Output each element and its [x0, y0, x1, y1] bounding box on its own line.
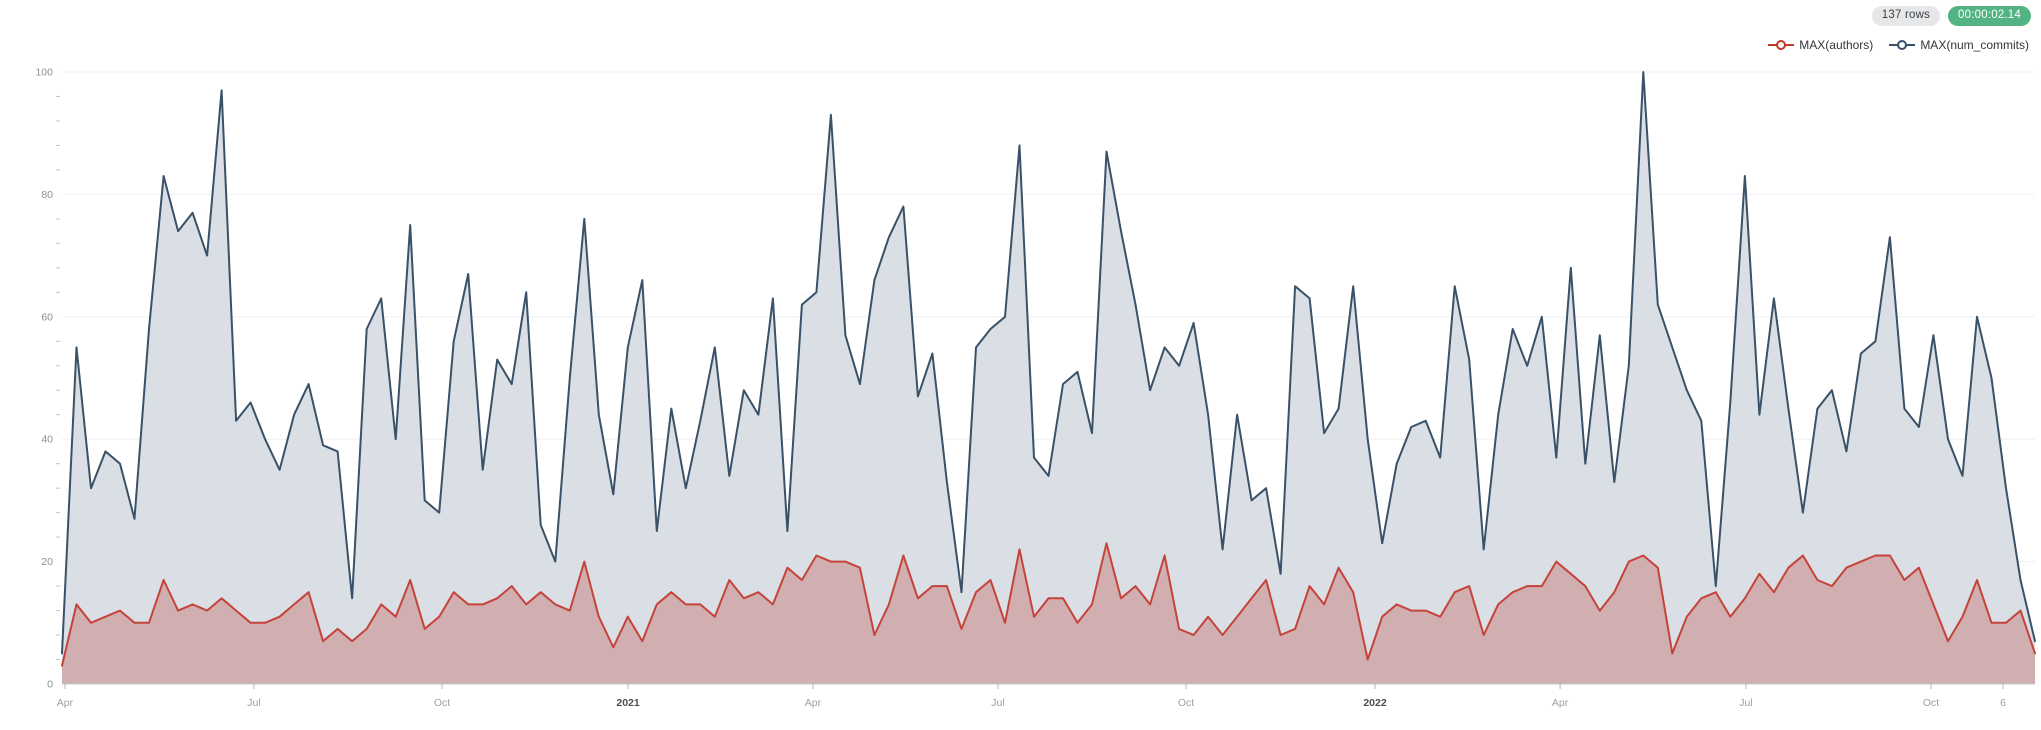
svg-text:Apr: Apr: [805, 697, 822, 709]
svg-text:Oct: Oct: [1178, 697, 1194, 709]
status-badge-row: 137 rows 00:00:02.14: [1871, 6, 2031, 26]
legend-item-max-num-commits[interactable]: MAX(num_commits): [1889, 38, 2029, 52]
svg-text:0: 0: [47, 679, 53, 691]
legend-marker-authors-icon: [1768, 40, 1795, 50]
query-time-badge: 00:00:02.14: [1948, 6, 2031, 26]
chart-legend: MAX(authors) MAX(num_commits): [1768, 38, 2029, 52]
svg-text:Oct: Oct: [1923, 697, 1939, 709]
svg-text:Jul: Jul: [247, 697, 260, 709]
legend-marker-commits-icon: [1889, 40, 1916, 50]
svg-text:40: 40: [41, 434, 53, 446]
row-count-badge: 137 rows: [1871, 6, 1941, 26]
svg-text:60: 60: [41, 311, 53, 323]
svg-text:Jul: Jul: [1739, 697, 1752, 709]
svg-text:Oct: Oct: [434, 697, 450, 709]
svg-text:Apr: Apr: [1552, 697, 1569, 709]
svg-text:2021: 2021: [616, 697, 640, 709]
svg-text:20: 20: [41, 556, 53, 568]
svg-text:100: 100: [35, 67, 53, 79]
svg-text:2022: 2022: [1363, 697, 1387, 709]
legend-label-authors: MAX(authors): [1799, 38, 1874, 52]
svg-text:Apr: Apr: [57, 697, 74, 709]
svg-text:80: 80: [41, 189, 53, 201]
legend-item-max-authors[interactable]: MAX(authors): [1768, 38, 1873, 52]
svg-text:Jul: Jul: [991, 697, 1004, 709]
legend-label-commits: MAX(num_commits): [1920, 38, 2029, 52]
svg-text:6: 6: [2000, 697, 2006, 709]
